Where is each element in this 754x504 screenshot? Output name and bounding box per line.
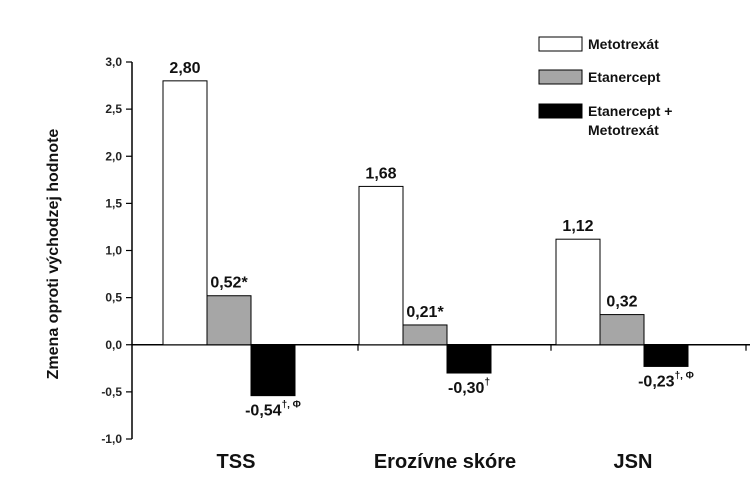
data-label: -0,23†, Φ	[638, 370, 694, 390]
y-tick-label: 0,0	[105, 338, 122, 352]
bar	[555, 238, 601, 346]
bars	[162, 80, 689, 397]
legend-label: Etanercept +	[588, 103, 672, 119]
category-label: TSS	[217, 451, 256, 473]
data-label: 1,12	[562, 218, 593, 235]
bar	[446, 344, 492, 374]
bar	[402, 324, 448, 346]
y-tick-label: 1,5	[105, 196, 122, 210]
y-tick-label: -1,0	[101, 432, 122, 446]
y-tick-label: 1,0	[105, 244, 122, 258]
bar	[643, 344, 689, 367]
bar	[599, 314, 645, 346]
legend-label: Metotrexát	[588, 36, 659, 52]
bar	[206, 295, 252, 346]
data-label: 0,21*	[406, 304, 444, 321]
bar	[358, 185, 404, 346]
data-label: -0,54†, Φ	[245, 400, 301, 420]
data-label: 1,68	[365, 165, 396, 182]
legend-swatch	[538, 36, 583, 52]
data-labels: 2,80 0,52* -0,54†, Φ 1,68 0,21* -0,30† 1,12 0,3…	[169, 60, 693, 420]
legend: Metotrexát Etanercept Etanercept + Metotrex…	[538, 36, 672, 138]
data-label: 0,32	[606, 294, 637, 311]
data-label: 2,80	[169, 60, 200, 77]
y-tick-label: 2,0	[105, 149, 122, 163]
y-tick-label: 3,0	[105, 55, 122, 69]
legend-swatch	[538, 103, 583, 119]
bar	[250, 344, 296, 397]
y-axis-label: Zmena oproti východzej hodnote	[45, 129, 62, 380]
legend-swatch	[538, 69, 583, 85]
y-tick-label: -0,5	[101, 385, 122, 399]
y-tick-label: 0,5	[105, 291, 122, 305]
category-label: Erozívne skóre	[374, 451, 516, 473]
data-label: -0,30†	[448, 377, 490, 397]
data-label: 0,52*	[210, 275, 248, 292]
y-tick-label: 2,5	[105, 102, 122, 116]
bar	[162, 80, 208, 346]
category-label: JSN	[614, 451, 653, 473]
legend-label: Metotrexát	[588, 122, 659, 138]
legend-label: Etanercept	[588, 69, 661, 85]
axes: 3,0 2,5 2,0 1,5 1,0 0,5 0,0 -0,5 -1,0 TSS Erozívne…	[101, 55, 750, 473]
